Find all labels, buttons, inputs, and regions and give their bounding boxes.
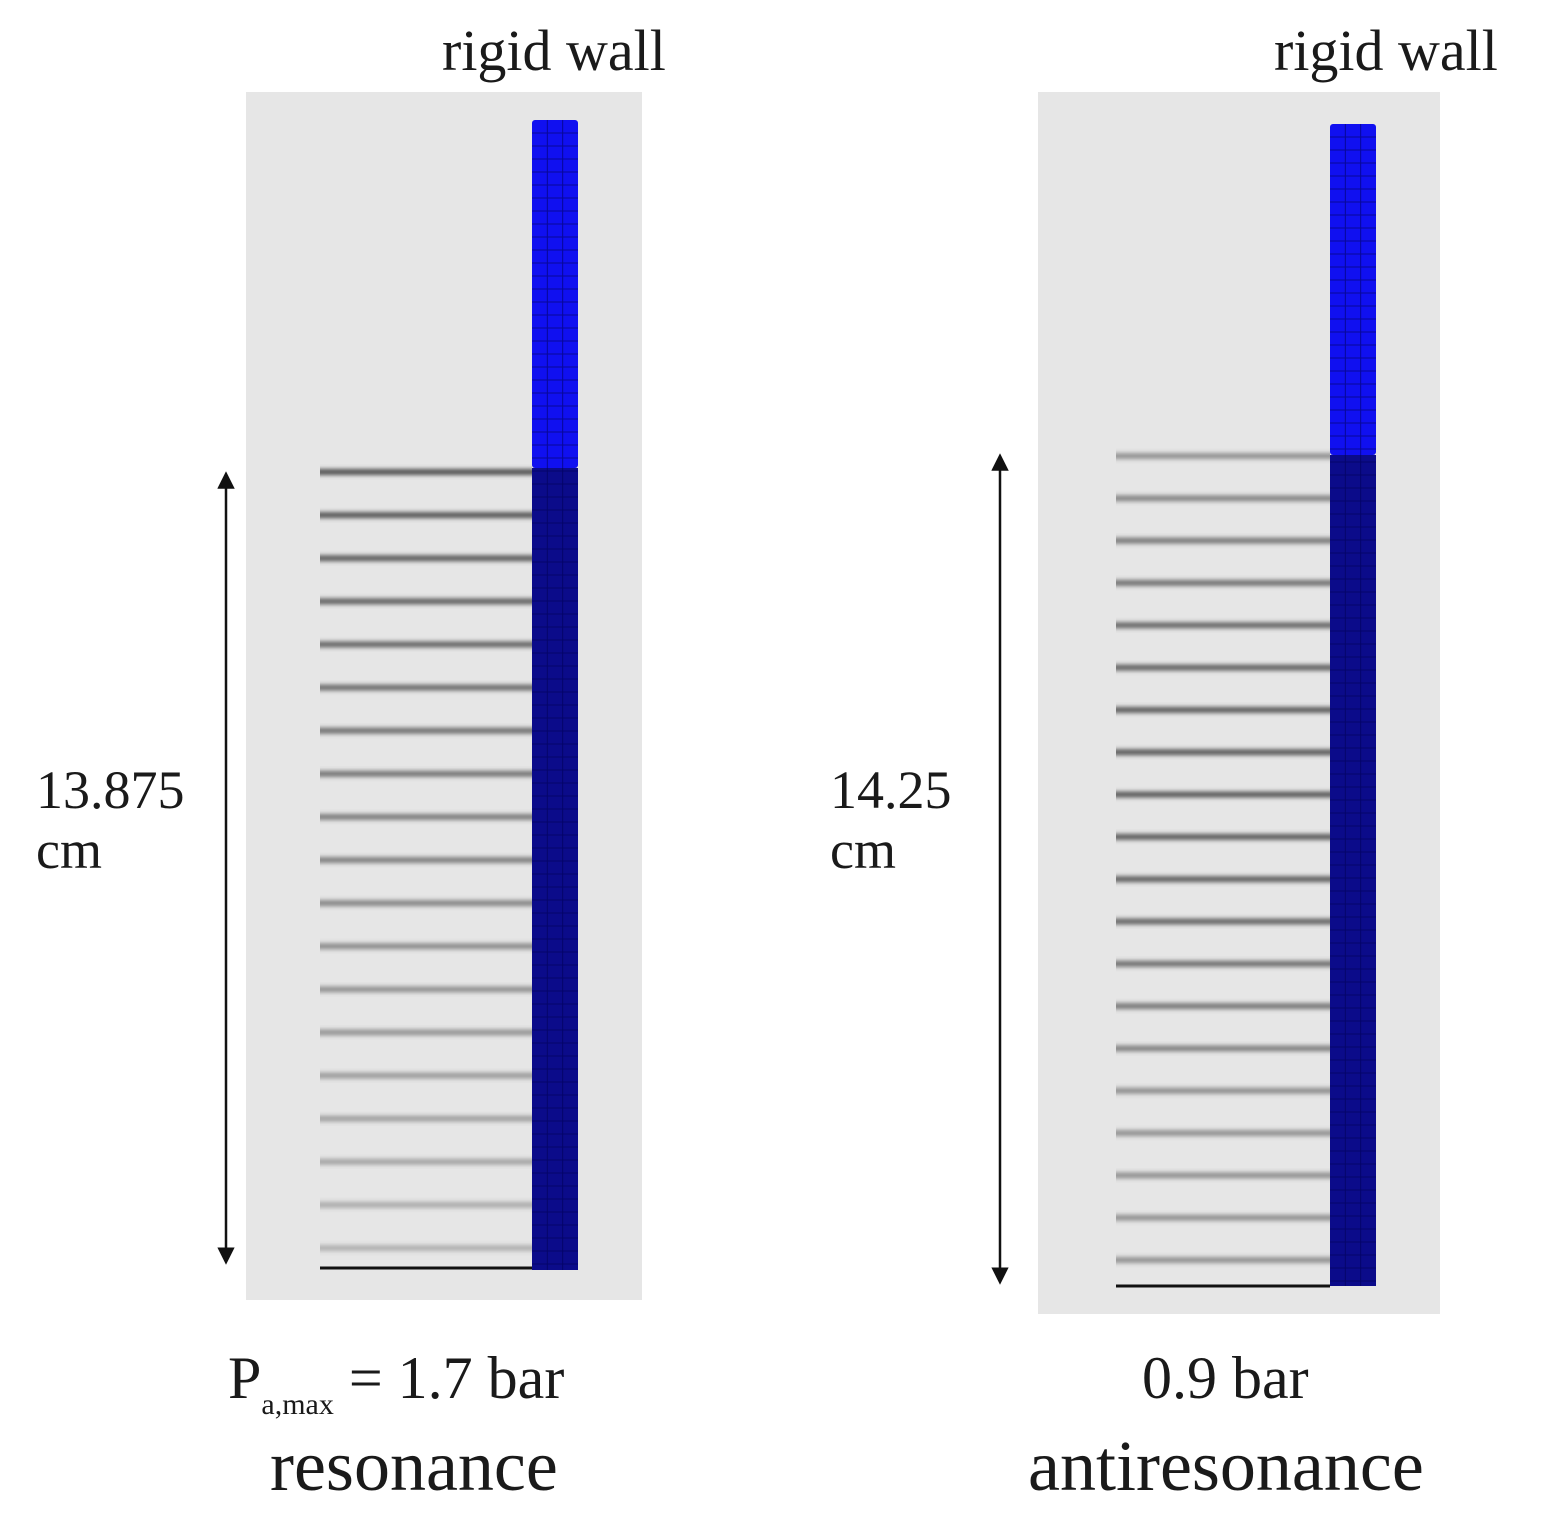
left-liquid-stripe bbox=[320, 1029, 532, 1036]
right-liquid-stripe bbox=[1116, 706, 1330, 713]
left-liquid-stripe bbox=[320, 1201, 532, 1208]
right-liquid-stripe bbox=[1116, 495, 1330, 502]
right-pressure-value: 0.9 bar bbox=[1142, 1345, 1309, 1411]
right-liquid-stripe bbox=[1116, 537, 1330, 544]
left-wall-label: rigid wall bbox=[442, 18, 666, 83]
left-liquid-stripe bbox=[320, 986, 532, 993]
right-liquid-stripe bbox=[1116, 453, 1330, 459]
left-wall-lower bbox=[532, 468, 578, 1270]
right-liquid-stripes bbox=[1116, 453, 1330, 1263]
right-liquid-stripe bbox=[1116, 918, 1330, 925]
right-wall-upper bbox=[1330, 124, 1376, 455]
right-column-drawing bbox=[991, 124, 1376, 1288]
right-liquid-stripe bbox=[1116, 664, 1330, 671]
right-liquid-stripe bbox=[1116, 1087, 1330, 1094]
left-height-value: 13.875 bbox=[36, 760, 185, 820]
right-height-label: 14.25 cm bbox=[830, 760, 952, 881]
left-pressure-subscript: a,max bbox=[261, 1388, 334, 1421]
left-liquid-stripe bbox=[320, 857, 532, 863]
left-liquid-stripe bbox=[320, 512, 532, 519]
right-liquid-stripe bbox=[1116, 833, 1330, 840]
left-wall-grid bbox=[532, 120, 578, 1270]
left-liquid-stripe bbox=[320, 1115, 532, 1122]
right-height-value: 14.25 bbox=[830, 760, 952, 820]
left-liquid-stripes bbox=[320, 469, 532, 1251]
right-liquid-stripe bbox=[1116, 1003, 1330, 1010]
right-liquid-stripe bbox=[1116, 749, 1330, 756]
left-liquid-stripe bbox=[320, 684, 532, 691]
left-liquid-stripe bbox=[320, 598, 532, 605]
right-wall bbox=[1330, 124, 1376, 1286]
left-liquid-stripe bbox=[320, 469, 532, 475]
left-pressure-value: = 1.7 bar bbox=[333, 1345, 565, 1411]
left-liquid-stripe bbox=[320, 1245, 532, 1251]
left-liquid-stripe bbox=[320, 727, 532, 734]
left-liquid-stripe bbox=[320, 943, 532, 950]
right-wall-label: rigid wall bbox=[1274, 18, 1498, 83]
left-liquid-stripe bbox=[320, 1158, 532, 1165]
left-liquid-stripe bbox=[320, 555, 532, 562]
right-liquid-stripe bbox=[1116, 1130, 1330, 1137]
right-liquid-stripe bbox=[1116, 1257, 1330, 1263]
left-liquid-stripe bbox=[320, 770, 532, 777]
left-regime-label: resonance bbox=[270, 1426, 558, 1506]
left-wall-upper bbox=[532, 120, 578, 468]
right-pressure-label: 0.9 bar bbox=[1142, 1348, 1309, 1408]
right-wall-lower bbox=[1330, 455, 1376, 1286]
left-height-label: 13.875 cm bbox=[36, 760, 185, 881]
right-liquid-stripe bbox=[1116, 791, 1330, 798]
right-liquid-stripe bbox=[1116, 1045, 1330, 1052]
right-liquid-stripe bbox=[1116, 579, 1330, 586]
right-liquid-stripe bbox=[1116, 876, 1330, 883]
left-liquid-stripe bbox=[320, 900, 532, 907]
right-liquid-stripe bbox=[1116, 960, 1330, 967]
left-column-drawing bbox=[217, 120, 578, 1270]
left-pressure-symbol: P bbox=[228, 1345, 262, 1411]
right-liquid-stripe bbox=[1116, 622, 1330, 629]
left-wall bbox=[532, 120, 578, 1270]
right-regime-label: antiresonance bbox=[1028, 1426, 1424, 1506]
right-wall-grid bbox=[1330, 124, 1376, 1286]
left-height-unit: cm bbox=[36, 820, 102, 881]
right-height-unit: cm bbox=[830, 820, 896, 881]
left-liquid-stripe bbox=[320, 813, 532, 820]
right-liquid-stripe bbox=[1116, 1172, 1330, 1179]
left-liquid-stripe bbox=[320, 1072, 532, 1079]
left-pressure-label: Pa,max = 1.7 bar bbox=[228, 1348, 564, 1420]
left-liquid-stripe bbox=[320, 641, 532, 648]
right-liquid-stripe bbox=[1116, 1214, 1330, 1221]
